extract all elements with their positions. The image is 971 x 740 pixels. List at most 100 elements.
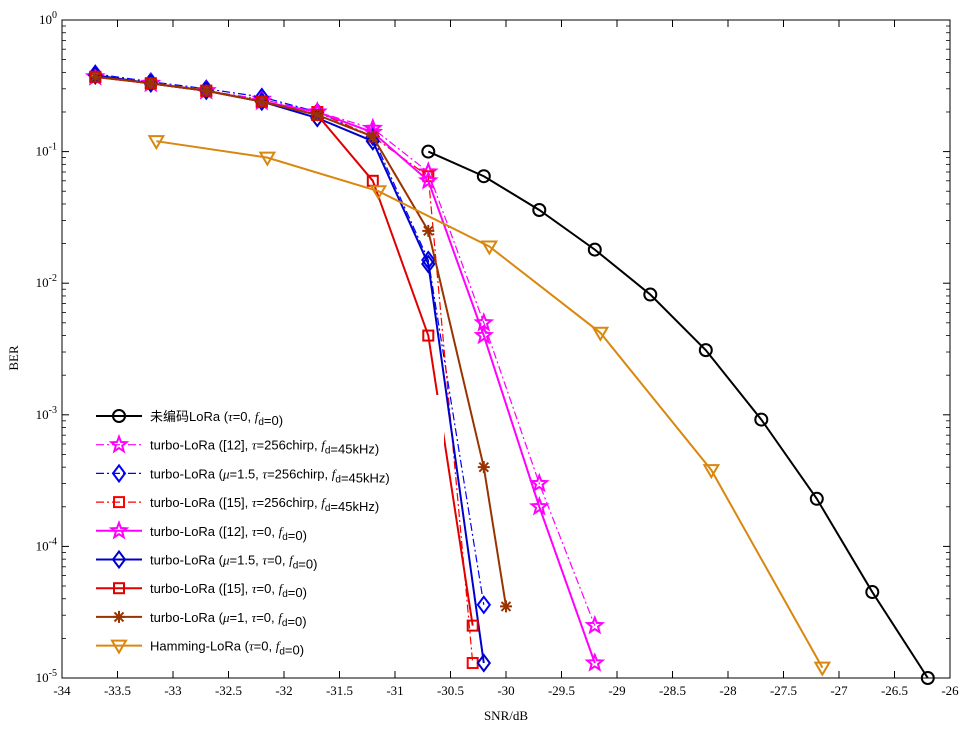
legend-marker [113,496,125,509]
legend-label: turbo-LoRa ([15], τ=256chirp, fd=45kHz) [150,495,379,514]
x-tick-label: -33 [164,683,181,698]
legend-entry-5: turbo-LoRa ([12], τ=0, fd=0) [96,519,307,543]
x-tick-label: -28.5 [659,683,686,698]
data-point [500,600,512,613]
data-point [418,169,439,190]
data-point [369,185,388,201]
data-point [698,343,713,358]
x-tick-label: -34 [53,683,71,698]
x-tick-label: -28 [719,683,736,698]
data-point [421,254,436,274]
legend: 未编码LoRa (τ=0, fd=0) turbo-LoRa ([12], τ=2… [84,395,444,659]
data-point [591,326,610,342]
x-tick-label: -31 [386,683,403,698]
legend-label: turbo-LoRa (μ=1, τ=0, fd=0) [150,610,307,629]
data-point [311,108,324,121]
y-tick-label: 10-1 [36,142,57,159]
x-tick-label: -30 [497,683,514,698]
legend-label: Hamming-LoRa (τ=0, fd=0) [150,639,304,658]
x-tick-label: -26.5 [881,683,908,698]
legend-marker [111,463,127,484]
legend-label: turbo-LoRa (μ=1.5, τ=256chirp, fd=45kHz) [150,466,390,485]
data-point [809,491,824,506]
data-point [532,202,547,217]
legend-entry-6: turbo-LoRa (μ=1.5, τ=0, fd=0) [96,549,317,572]
legend-entry-9: Hamming-LoRa (τ=0, fd=0) [96,639,304,658]
data-point [476,595,492,615]
y-tick-label: 10-5 [36,668,57,685]
data-point [466,619,479,632]
data-point [584,614,606,635]
data-point [529,472,550,493]
data-point [258,151,277,167]
series-9 [147,135,832,677]
y-tick-label: 10-2 [36,273,57,290]
data-point [473,324,495,345]
data-point [643,287,658,302]
data-point [702,464,721,480]
x-tick-label: -32.5 [215,683,242,698]
legend-label: turbo-LoRa ([12], τ=0, fd=0) [150,524,307,543]
x-tick-label: -29.5 [548,683,575,698]
series-line [95,73,485,605]
legend-marker [108,433,130,454]
legend-marker [113,582,125,595]
x-axis-title: SNR/dB [484,708,528,723]
data-point [365,131,381,151]
legend-entry-3: turbo-LoRa (μ=1.5, τ=256chirp, fd=45kHz) [96,463,390,485]
y-tick-label: 10-4 [36,536,57,553]
legend-marker [108,519,130,540]
x-tick-label: -27.5 [770,683,797,698]
data-point [476,653,492,673]
legend-label: 未编码LoRa (τ=0, fd=0) [150,409,283,428]
series-line [427,150,929,679]
data-point [255,95,268,108]
legend-box [84,395,444,659]
legend-marker [110,639,128,655]
data-point [144,77,157,90]
axes-frame [61,19,951,679]
data-point [421,144,436,159]
series-line [156,140,824,669]
legend-entry-4: turbo-LoRa ([15], τ=256chirp, fd=45kHz) [96,495,379,514]
data-point [422,224,435,237]
data-point [477,461,490,474]
x-tick-label: -29 [608,683,625,698]
legend-marker [112,409,126,423]
data-point [89,70,102,83]
data-point [529,495,550,516]
legend-entry-8: turbo-LoRa (μ=1, τ=0, fd=0) [96,610,307,629]
legend-entry-1: 未编码LoRa (τ=0, fd=0) [96,409,283,428]
legend-entry-7: turbo-LoRa ([15], τ=0, fd=0) [96,581,307,600]
axes-layer: -34 -33.5 -33 -32.5 -32 -31.5 -31 -30.5 -30 -29.5… [36,10,960,698]
x-tick-label: -32 [275,683,292,698]
data-point [813,661,832,677]
data-point [200,84,213,97]
legend-marker [113,610,125,623]
x-tick-label: -33.5 [104,683,131,698]
data-point [584,652,606,672]
series-layer [85,64,935,685]
x-tick-label: -31.5 [326,683,353,698]
x-tick-label: -26 [941,683,959,698]
y-tick-label: 100 [39,10,57,27]
x-tick-label: -27 [830,683,848,698]
x-tick-label: -30.5 [437,683,464,698]
data-point [754,412,769,427]
data-point [476,169,491,184]
y-axis-title: BER [6,345,21,371]
data-point [366,130,379,143]
legend-marker [111,549,127,570]
y-tick-label: 10-3 [36,405,57,422]
series-8 [89,70,512,613]
legend-label: turbo-LoRa ([12], τ=256chirp, fd=45kHz) [150,438,379,457]
legend-label: turbo-LoRa ([15], τ=0, fd=0) [150,581,307,600]
data-point [422,329,435,342]
data-point [865,585,880,600]
data-point [147,135,166,151]
legend-label: turbo-LoRa (μ=1.5, τ=0, fd=0) [150,553,317,572]
series-1 [421,144,935,685]
data-point [587,242,602,257]
data-point [480,240,499,256]
